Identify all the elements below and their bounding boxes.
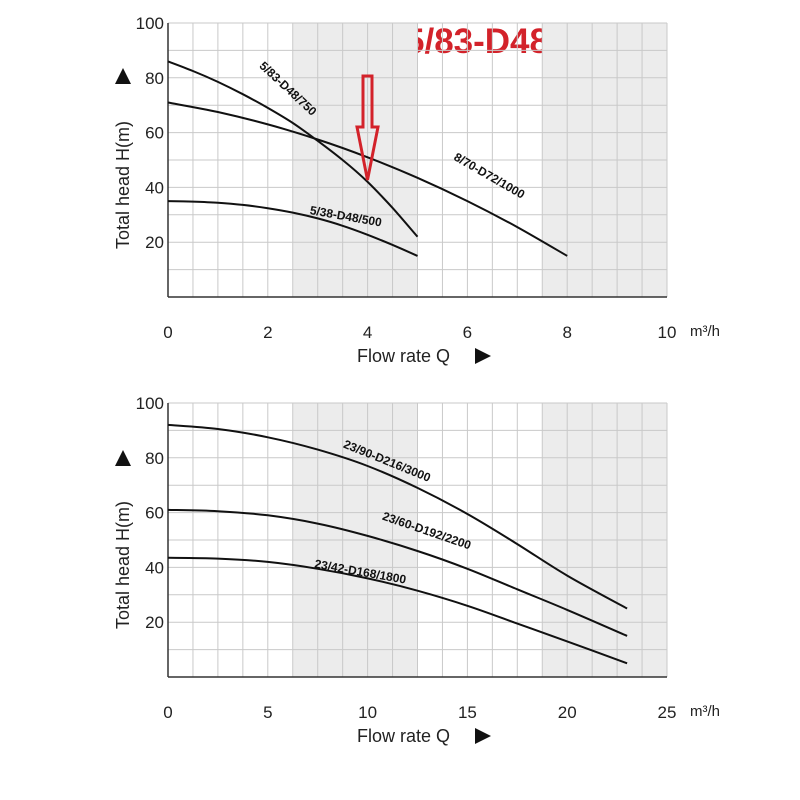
- chart-top: 20 40 60 80 100 0 2 4 6 8 10 m³/h Flow rate Q Total h…: [113, 14, 720, 366]
- y-tick-label: 60: [145, 124, 164, 143]
- y-tick-label: 80: [145, 69, 164, 88]
- y-tick-label: 20: [145, 233, 164, 252]
- x-axis-arrow-icon: [475, 728, 491, 744]
- curve-23-42-d168-1800: [167, 556, 628, 665]
- x-axis-label: Flow rate Q: [357, 346, 450, 366]
- y-axis-label: Total head H(m): [113, 121, 133, 249]
- curve-label-8-70-d72-1000: 8/70-D72/1000: [451, 150, 527, 202]
- x-tick-label: 10: [358, 703, 377, 722]
- x-axis-arrow-icon: [475, 348, 491, 364]
- x-axis-label: Flow rate Q: [357, 726, 450, 746]
- x-tick-label: 4: [363, 323, 372, 342]
- x-tick-label: 0: [163, 323, 172, 342]
- curve-5-83-d48-750: [167, 60, 419, 238]
- y-tick-label: 60: [145, 504, 164, 523]
- x-tick-label: 15: [458, 703, 477, 722]
- y-tick-label: 20: [145, 613, 164, 632]
- y-axis-label: Total head H(m): [113, 501, 133, 629]
- y-tick-label: 100: [136, 394, 164, 413]
- curve-5-38-d48-500: [167, 200, 418, 257]
- y-tick-label: 100: [136, 14, 164, 33]
- x-unit-label: m³/h: [690, 703, 720, 720]
- y-axis-arrow-icon: [115, 450, 131, 466]
- curve-8-70-d72-1000: [167, 101, 568, 257]
- y-tick-label: 80: [145, 449, 164, 468]
- x-tick-label: 10: [658, 323, 677, 342]
- x-tick-label: 8: [562, 323, 571, 342]
- red-down-arrow-icon: [355, 74, 380, 181]
- x-tick-label: 6: [463, 323, 472, 342]
- curve-23-90-d216-3000: [167, 423, 628, 610]
- x-tick-label: 5: [263, 703, 272, 722]
- x-tick-label: 2: [263, 323, 272, 342]
- y-axis-arrow-icon: [115, 68, 131, 84]
- y-tick-label: 40: [145, 558, 164, 577]
- y-tick-label: 40: [145, 178, 164, 197]
- curve-23-60-d192-2200: [167, 508, 628, 637]
- x-unit-label: m³/h: [690, 323, 720, 340]
- chart-bottom: 20 40 60 80 100 0 5 10 15 20 25 m³/h Flow rate Q Tota…: [113, 394, 720, 746]
- x-tick-label: 25: [658, 703, 677, 722]
- x-tick-label: 0: [163, 703, 172, 722]
- x-tick-label: 20: [558, 703, 577, 722]
